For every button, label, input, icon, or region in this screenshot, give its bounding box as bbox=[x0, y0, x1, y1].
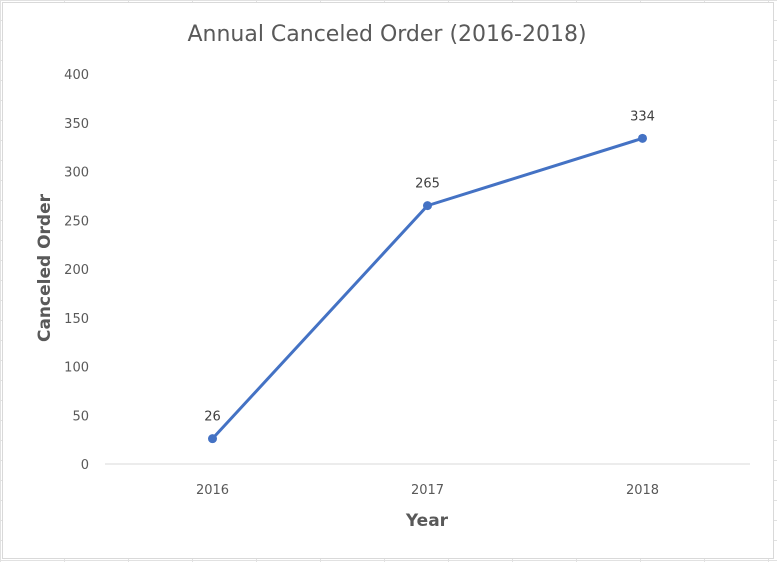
x-axis-ticks: 2016 2017 2018 bbox=[196, 483, 659, 498]
data-point[interactable] bbox=[208, 434, 217, 444]
series-layer bbox=[208, 133, 647, 444]
y-tick-label: 400 bbox=[64, 68, 89, 83]
y-tick-label: 350 bbox=[64, 117, 89, 132]
y-tick-label: 150 bbox=[64, 312, 89, 327]
y-tick-label: 250 bbox=[64, 214, 89, 229]
y-axis-title: Canceled Order bbox=[35, 193, 55, 342]
y-tick-label: 200 bbox=[64, 263, 89, 278]
x-tick-label: 2018 bbox=[626, 483, 659, 498]
x-tick-label: 2016 bbox=[196, 483, 229, 498]
data-label: 26 bbox=[204, 410, 221, 425]
data-label: 265 bbox=[415, 177, 440, 192]
chart-title: Annual Canceled Order (2016-2018) bbox=[187, 22, 586, 47]
y-tick-label: 0 bbox=[81, 458, 89, 473]
y-tick-label: 300 bbox=[64, 166, 89, 181]
data-point[interactable] bbox=[638, 133, 647, 143]
data-label: 334 bbox=[630, 109, 655, 124]
data-point[interactable] bbox=[423, 201, 432, 211]
x-axis-title: Year bbox=[405, 511, 449, 531]
data-labels: 26 265 334 bbox=[204, 109, 655, 424]
x-tick-label: 2017 bbox=[411, 483, 444, 498]
y-tick-label: 50 bbox=[72, 409, 89, 424]
y-axis-ticks: 0 50 100 150 200 250 300 350 400 bbox=[64, 68, 89, 473]
y-tick-label: 100 bbox=[64, 361, 89, 376]
